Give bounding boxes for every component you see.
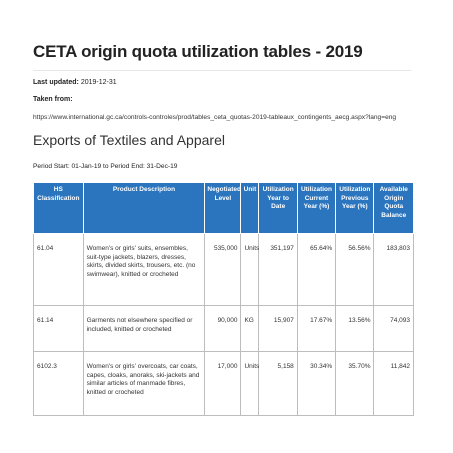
last-updated-value: 2019-12-31 bbox=[80, 79, 117, 86]
header-product-description: Product Description bbox=[82, 182, 206, 234]
cell-unit: Units bbox=[240, 351, 260, 416]
source-url: https://www.international.gc.ca/controls… bbox=[33, 114, 397, 121]
cell-balance: 183,803 bbox=[373, 233, 414, 306]
table-row: 61.04 Women's or girls' suits, ensembles… bbox=[33, 233, 414, 306]
cell-hs: 61.04 bbox=[33, 233, 84, 306]
cell-current-pct: 30.34% bbox=[296, 351, 337, 416]
header-utilization-current: Utilization Current Year (%) bbox=[296, 182, 337, 234]
quota-table: HS Classification Product Description Ne… bbox=[33, 182, 414, 416]
cell-description: Women's or girls' overcoats, car coats, … bbox=[82, 351, 206, 416]
period-text: Period Start: 01-Jan-19 to Period End: 3… bbox=[33, 163, 178, 170]
last-updated-label: Last updated: bbox=[33, 79, 79, 86]
table-header-row: HS Classification Product Description Ne… bbox=[33, 182, 414, 234]
cell-previous-pct: 13.56% bbox=[335, 305, 375, 352]
page-title: CETA origin quota utilization tables - 2… bbox=[33, 42, 363, 61]
cell-hs: 6102.3 bbox=[33, 351, 84, 416]
header-hs-classification: HS Classification bbox=[33, 182, 84, 234]
cell-balance: 11,842 bbox=[373, 351, 414, 416]
table-row: 6102.3 Women's or girls' overcoats, car … bbox=[33, 351, 414, 416]
table-row: 61.14 Garments not elsewhere specified o… bbox=[33, 305, 414, 352]
header-unit: Unit bbox=[240, 182, 260, 234]
cell-current-pct: 65.64% bbox=[296, 233, 337, 306]
cell-negotiated: 90,000 bbox=[204, 305, 242, 352]
cell-unit: Units bbox=[240, 233, 260, 306]
cell-unit: KG bbox=[240, 305, 260, 352]
last-updated: Last updated: 2019-12-31 bbox=[33, 78, 117, 87]
cell-balance: 74,093 bbox=[373, 305, 414, 352]
header-utilization-ytd: Utilization Year to Date bbox=[258, 182, 298, 234]
taken-from-label: Taken from: bbox=[33, 96, 73, 103]
section-heading: Exports of Textiles and Apparel bbox=[33, 132, 225, 148]
header-available-balance: Available Origin Quota Balance bbox=[373, 182, 414, 234]
header-utilization-previous: Utilization Previous Year (%) bbox=[335, 182, 375, 234]
cell-negotiated: 535,000 bbox=[204, 233, 242, 306]
cell-description: Women's or girls' suits, ensembles, suit… bbox=[82, 233, 206, 306]
title-divider bbox=[33, 70, 411, 71]
cell-ytd: 15,907 bbox=[258, 305, 298, 352]
cell-previous-pct: 56.56% bbox=[335, 233, 375, 306]
cell-hs: 61.14 bbox=[33, 305, 84, 352]
cell-previous-pct: 35.70% bbox=[335, 351, 375, 416]
cell-ytd: 351,197 bbox=[258, 233, 298, 306]
cell-current-pct: 17.67% bbox=[296, 305, 337, 352]
cell-ytd: 5,158 bbox=[258, 351, 298, 416]
header-negotiated-level: Negotiated Level bbox=[204, 182, 242, 234]
cell-description: Garments not elsewhere specified or incl… bbox=[82, 305, 206, 352]
cell-negotiated: 17,000 bbox=[204, 351, 242, 416]
